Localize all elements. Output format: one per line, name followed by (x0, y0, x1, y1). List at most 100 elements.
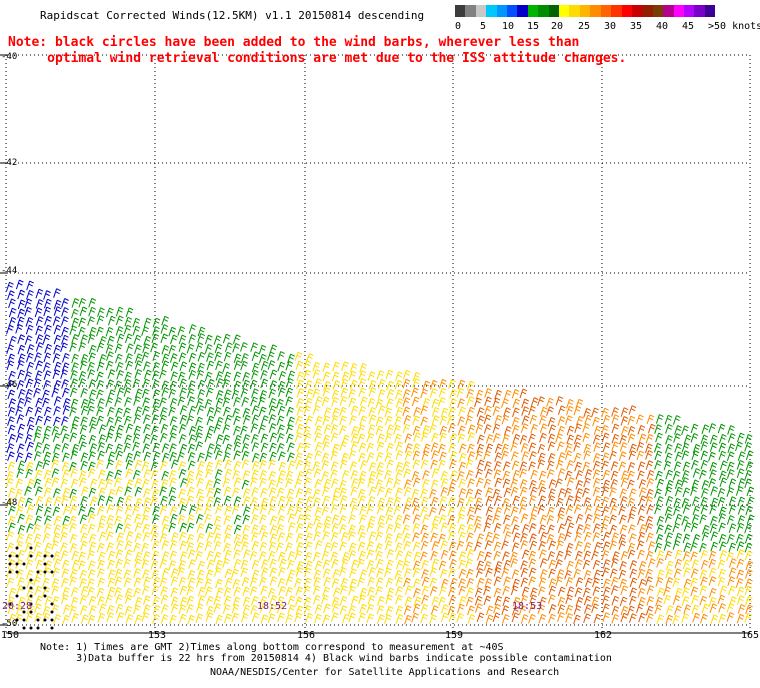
wind-barb (728, 585, 736, 596)
wind-barb-glyph (465, 459, 474, 469)
wind-barb-glyph (277, 495, 286, 506)
wind-barb (178, 423, 187, 434)
wind-barb-glyph (204, 398, 213, 409)
wind-barb-glyph (115, 558, 124, 569)
wind-barb (583, 613, 591, 623)
wind-barb (70, 478, 79, 489)
wind-barb-glyph (133, 542, 141, 553)
wind-barb (494, 595, 503, 606)
wind-barb-glyph (458, 578, 466, 588)
wind-barb (313, 569, 322, 580)
wind-barb (187, 460, 196, 471)
wind-barb (574, 423, 582, 434)
wind-barb-glyph (26, 569, 34, 580)
wind-barb-glyph (213, 443, 222, 454)
wind-barb-glyph (322, 434, 331, 445)
wind-barb (718, 442, 727, 453)
wind-barb-glyph (196, 542, 204, 552)
wind-barb (241, 479, 250, 490)
wind-barb (197, 351, 206, 362)
wind-barb (449, 459, 457, 470)
wind-barb (87, 614, 96, 625)
wind-barb (296, 379, 304, 390)
wind-barb (672, 522, 681, 533)
wind-barb (223, 495, 232, 506)
wind-barb-glyph (672, 470, 681, 481)
wind-barb-glyph (115, 361, 124, 372)
wind-barb-glyph (520, 560, 528, 570)
wind-barb-glyph (718, 603, 726, 613)
wind-barb (53, 324, 62, 335)
wind-barb (53, 496, 62, 506)
wind-barb-glyph (494, 595, 503, 606)
wind-barb-glyph (377, 596, 385, 606)
wind-barb (268, 388, 277, 399)
wind-barb-glyph (26, 523, 35, 533)
wind-barb (89, 416, 97, 427)
wind-barb-glyph (708, 478, 716, 488)
wind-barb (682, 533, 691, 544)
wind-barb-glyph (690, 542, 698, 552)
wind-barb (141, 326, 149, 336)
wind-barb-glyph (574, 461, 582, 472)
wind-barb-glyph (125, 531, 134, 541)
wind-barb (161, 387, 170, 397)
wind-barb-glyph (97, 612, 106, 623)
wind-barb (296, 471, 305, 481)
wind-barb (708, 558, 717, 569)
wind-barb-glyph (142, 397, 150, 407)
wind-barb (233, 425, 241, 436)
wind-barb (728, 478, 737, 488)
wind-barb-glyph (143, 488, 151, 498)
wind-barb (142, 569, 150, 579)
wind-barb (251, 351, 260, 362)
wind-barb-glyph (295, 360, 304, 371)
wind-barb-glyph (152, 442, 161, 453)
wind-barb (618, 569, 627, 580)
wind-barb-glyph (296, 371, 305, 382)
wind-barb-glyph (186, 522, 195, 533)
wind-barb (314, 522, 323, 532)
wind-barb (53, 379, 62, 390)
wind-barb-glyph (106, 531, 114, 541)
wind-barb-glyph (8, 505, 16, 516)
wind-barb-glyph (88, 487, 97, 498)
wind-barb (286, 433, 294, 444)
wind-barb (224, 443, 233, 454)
wind-barb-glyph (34, 515, 42, 526)
wind-barb (44, 496, 53, 507)
wind-barb (339, 425, 347, 435)
wind-barb-glyph (312, 488, 321, 499)
wind-barb (503, 576, 511, 587)
wind-barb-glyph (269, 515, 278, 526)
wind-barb (296, 497, 304, 508)
wind-barb (654, 542, 663, 553)
wind-barb-glyph (161, 551, 170, 561)
wind-barb-glyph (611, 433, 620, 444)
wind-barb (205, 387, 214, 398)
wind-barb (412, 378, 421, 388)
wind-barb (322, 441, 331, 451)
wind-barb (492, 397, 501, 408)
wind-barb (233, 334, 241, 344)
wind-barb (188, 324, 197, 334)
wind-barb-glyph (114, 576, 123, 586)
wind-barb (303, 567, 312, 578)
wind-barb (215, 578, 223, 589)
wind-barb-glyph (142, 506, 151, 517)
wind-barb (69, 342, 77, 352)
wind-barb-glyph (70, 378, 78, 389)
wind-barb-glyph (114, 416, 123, 426)
wind-barb (51, 387, 60, 398)
wind-barb (231, 505, 240, 515)
contamination-marker (15, 594, 19, 598)
wind-barb-glyph (709, 434, 718, 445)
wind-barb-glyph (213, 515, 222, 526)
wind-barb (97, 551, 106, 562)
wind-barb-glyph (179, 443, 188, 454)
wind-barb (403, 486, 412, 497)
wind-barb (539, 406, 548, 417)
wind-barb (638, 479, 647, 489)
wind-barb-glyph (736, 432, 745, 443)
wind-barb (242, 506, 251, 516)
